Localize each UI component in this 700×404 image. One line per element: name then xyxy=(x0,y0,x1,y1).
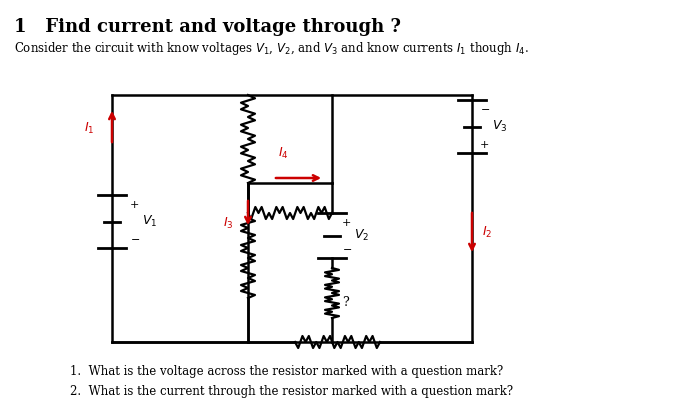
Text: $I_1$: $I_1$ xyxy=(83,120,94,136)
Text: 2.  What is the current through the resistor marked with a question mark?: 2. What is the current through the resis… xyxy=(70,385,513,398)
Text: ?: ? xyxy=(342,297,349,309)
Text: $V_1$: $V_1$ xyxy=(142,213,158,229)
Text: +: + xyxy=(480,140,489,150)
Text: $I_3$: $I_3$ xyxy=(223,215,234,231)
Text: +: + xyxy=(130,200,139,210)
Text: 1.  What is the voltage across the resistor marked with a question mark?: 1. What is the voltage across the resist… xyxy=(70,365,503,378)
Text: $I_4$: $I_4$ xyxy=(278,146,288,161)
Text: $V_3$: $V_3$ xyxy=(492,118,508,134)
Text: $I_2$: $I_2$ xyxy=(482,225,492,240)
Text: +: + xyxy=(342,218,351,228)
Text: Consider the circuit with know voltages $V_1$, $V_2$, and $V_3$ and know current: Consider the circuit with know voltages … xyxy=(14,40,528,57)
Text: $-$: $-$ xyxy=(480,103,490,113)
Text: $-$: $-$ xyxy=(130,233,140,243)
Text: 1   Find current and voltage through ?: 1 Find current and voltage through ? xyxy=(14,18,401,36)
Text: $V_2$: $V_2$ xyxy=(354,227,369,242)
Text: $-$: $-$ xyxy=(342,243,352,253)
